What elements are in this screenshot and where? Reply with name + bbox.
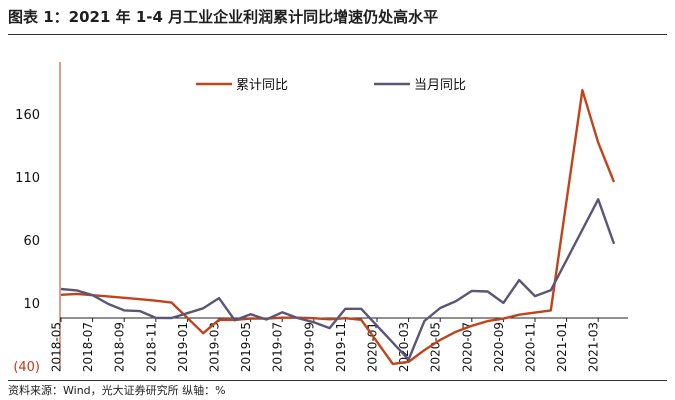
- x-tick-label: 2020-03: [397, 322, 411, 372]
- y-tick-label: 110: [15, 171, 40, 186]
- x-tick-label: 2018-11: [144, 322, 158, 372]
- title-divider: [8, 34, 667, 35]
- y-tick-label: 160: [15, 108, 40, 123]
- x-tick-label: 2020-11: [524, 322, 538, 372]
- chart-title: 图表 1：2021 年 1-4 月工业企业利润累计同比增速仍处高水平: [8, 8, 439, 26]
- x-tick-label: 2020-07: [460, 322, 474, 372]
- x-tick-label: 2021-03: [587, 322, 601, 372]
- x-tick-label: 2019-09: [302, 322, 316, 372]
- x-tick-label: 2020-05: [429, 322, 443, 372]
- x-tick-label: 2019-03: [208, 322, 222, 372]
- line-chart: (40) 10 60 110 160 2018-05 2018-07 2018-09 2018-…: [13, 62, 628, 375]
- series-line-0: [60, 88, 616, 366]
- legend-label: 当月同比: [414, 78, 466, 93]
- x-tick-label: 2018-05: [50, 322, 64, 372]
- y-tick-label: 60: [23, 234, 40, 249]
- y-tick-label: (40): [13, 360, 40, 375]
- y-tick-label: 10: [23, 297, 40, 312]
- series-line-1: [60, 198, 616, 361]
- legend-label: 累计同比: [236, 78, 288, 93]
- x-tick-label: 2020-09: [492, 322, 506, 372]
- x-tick-label: 2018-07: [81, 322, 95, 372]
- chart-axes: (40) 10 60 110 160 2018-05 2018-07 2018-09 2018-…: [13, 62, 628, 375]
- x-tick-label: 2019-01: [176, 322, 190, 372]
- chart-series: [60, 88, 616, 366]
- x-tick-label: 2020-01: [366, 322, 380, 372]
- chart-legend: 累计同比 当月同比: [196, 78, 466, 93]
- x-tick-label: 2021-01: [555, 322, 569, 372]
- x-tick-label: 2019-07: [271, 322, 285, 372]
- x-tick-label: 2019-05: [239, 322, 253, 372]
- x-tick-label: 2019-11: [334, 322, 348, 372]
- source-divider: [8, 380, 667, 381]
- source-note: 资料来源：Wind，光大证券研究所 纵轴：%: [8, 384, 226, 397]
- x-tick-label: 2018-09: [113, 322, 127, 372]
